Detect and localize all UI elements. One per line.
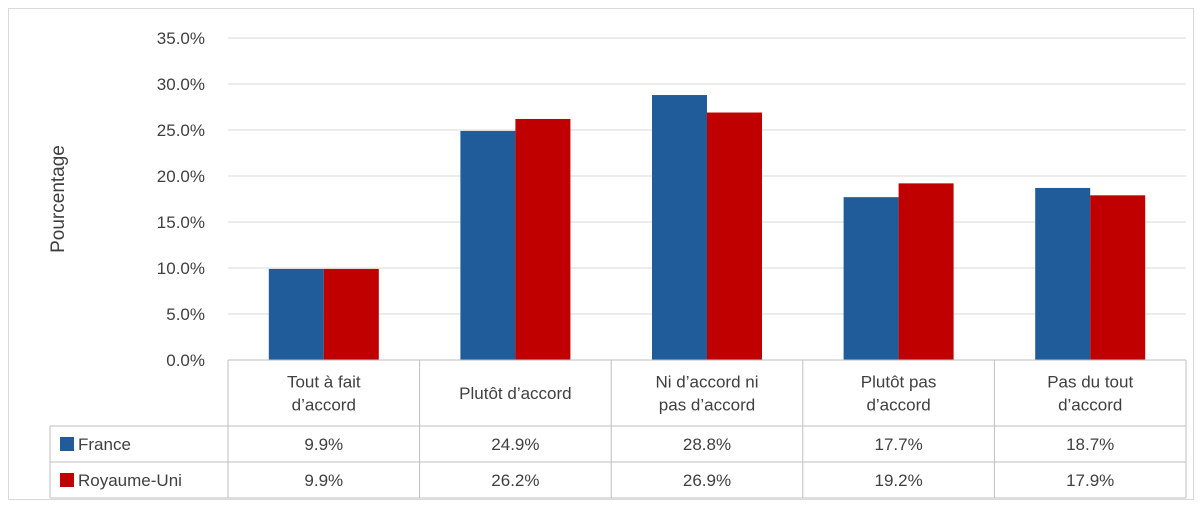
chart-frame (8, 8, 1194, 500)
data-label: 9.9% (304, 471, 343, 490)
y-tick-label: 35.0% (157, 29, 205, 48)
x-category-label: d’accord (292, 396, 356, 415)
x-category-label: d’accord (1058, 396, 1122, 415)
bar-royaume-uni-3 (898, 183, 954, 360)
x-category-label: Plutôt d’accord (459, 384, 571, 403)
bar-france-0 (268, 268, 324, 360)
y-tick-label: 10.0% (157, 259, 205, 278)
y-tick-label: 0.0% (166, 351, 205, 370)
data-label: 19.2% (874, 471, 922, 490)
data-label: 9.9% (304, 435, 343, 454)
data-label: 26.2% (491, 471, 539, 490)
y-axis-title: Pourcentage (48, 145, 69, 253)
legend-label: France (78, 435, 131, 454)
x-category-label: Tout à fait (287, 373, 361, 392)
bar-france-1 (460, 130, 516, 360)
x-category-label: Ni d’accord ni (656, 373, 759, 392)
y-tick-label: 20.0% (157, 167, 205, 186)
x-category-label: Plutôt pas (861, 373, 937, 392)
data-label: 28.8% (683, 435, 731, 454)
legend-key-france (60, 437, 74, 451)
legend-key-royaume-uni (60, 473, 74, 487)
y-tick-label: 15.0% (157, 213, 205, 232)
x-category-label: pas d’accord (659, 396, 755, 415)
data-label: 17.7% (874, 435, 922, 454)
x-category-label: Pas du tout (1047, 373, 1133, 392)
data-label: 18.7% (1066, 435, 1114, 454)
bar-france-2 (652, 95, 707, 360)
data-label: 17.9% (1066, 471, 1114, 490)
y-tick-label: 25.0% (157, 121, 205, 140)
bar-royaume-uni-4 (1090, 195, 1146, 360)
x-category-label: d’accord (866, 396, 930, 415)
bar-royaume-uni-0 (323, 268, 379, 360)
y-tick-label: 30.0% (157, 75, 205, 94)
legend-label: Royaume-Uni (78, 471, 182, 490)
bar-royaume-uni-1 (515, 118, 571, 361)
data-label: 26.9% (683, 471, 731, 490)
bar-france-4 (1035, 187, 1091, 360)
bar-royaume-uni-2 (707, 112, 762, 361)
data-label: 24.9% (491, 435, 539, 454)
y-tick-label: 5.0% (166, 305, 205, 324)
bar-france-3 (843, 197, 899, 360)
